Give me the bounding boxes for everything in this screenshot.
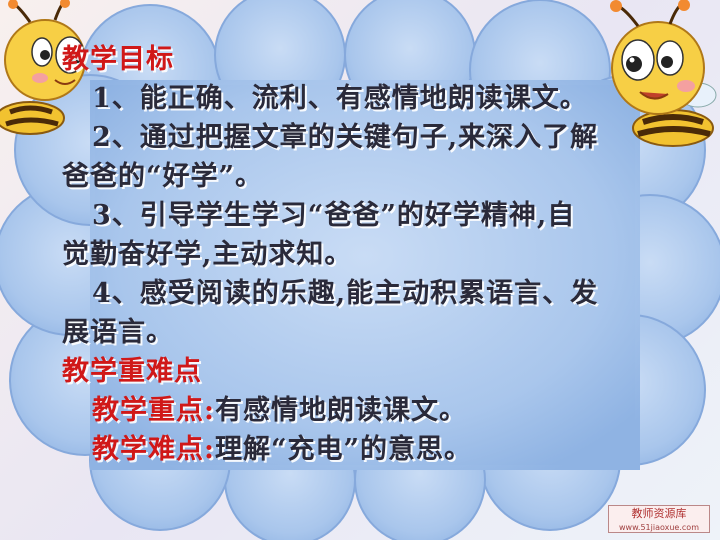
- teaching-focus-label: 教学重点:: [92, 395, 215, 426]
- objective-item-3-line-1: 3、引导学生学习“爸爸”的好学精神,自: [92, 200, 576, 231]
- teaching-focus: 教学重点:有感情地朗读课文。: [62, 391, 672, 430]
- key-points-heading: 教学重难点: [62, 356, 202, 387]
- slide-content: 教学目标 1、能正确、流利、有感情地朗读课文。 2、通过把握文章的关键句子,来深…: [62, 40, 672, 469]
- watermark-logo: 教师资源库 www.51jiaoxue.com: [608, 505, 710, 533]
- watermark-text: 教师资源库: [631, 507, 687, 520]
- objective-item-2-line-1: 2、通过把握文章的关键句子,来深入了解: [92, 122, 599, 153]
- bee-right-icon: [610, 0, 717, 147]
- teaching-focus-text: 有感情地朗读课文。: [214, 395, 467, 426]
- objective-item-3-line-2: 觉勤奋好学,主动求知。: [62, 239, 353, 270]
- teaching-difficulty-text: 理解“充电”的意思。: [214, 434, 473, 465]
- objective-item-2-line-2: 爸爸的“好学”。: [62, 161, 264, 192]
- teaching-difficulty-label: 教学难点:: [92, 434, 215, 465]
- objective-item-1: 1、能正确、流利、有感情地朗读课文。: [92, 83, 588, 114]
- teaching-difficulty: 教学难点:理解“充电”的意思。: [62, 430, 672, 469]
- bee-left-icon: [0, 0, 86, 135]
- objectives-heading: 教学目标: [62, 44, 174, 75]
- watermark-sub: www.51jiaoxue.com: [619, 523, 699, 532]
- objective-item-4-line-1: 4、感受阅读的乐趣,能主动积累语言、发: [92, 278, 599, 309]
- objective-item-4-line-2: 展语言。: [62, 317, 174, 348]
